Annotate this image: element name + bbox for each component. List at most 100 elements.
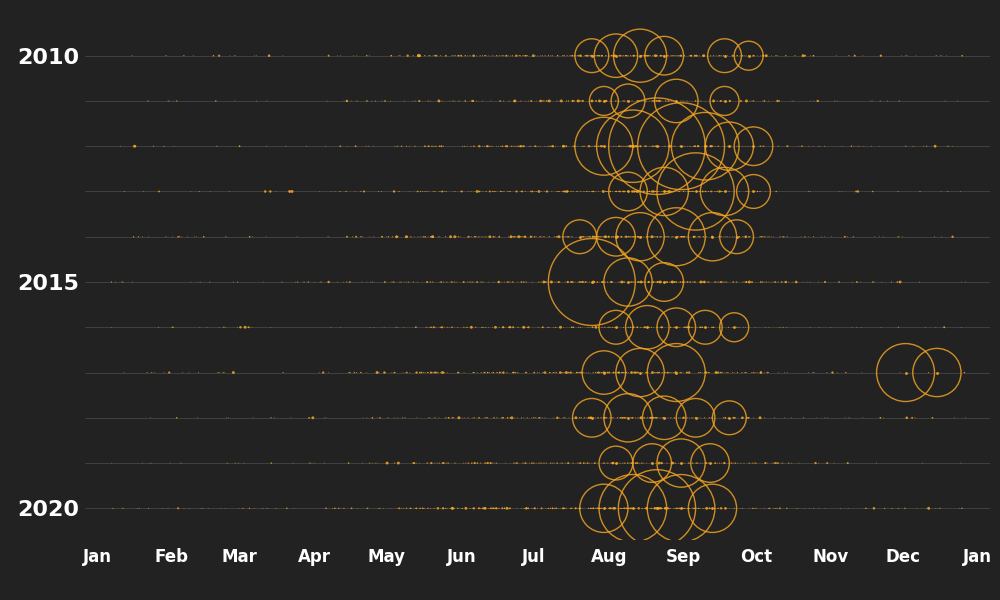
Point (464, 322, 480, 332)
Point (518, 458, 534, 468)
Point (808, 458, 824, 468)
Point (656, 413, 672, 422)
Point (615, 51, 631, 61)
Point (620, 232, 636, 242)
Point (395, 413, 411, 422)
Point (457, 96, 473, 106)
Point (486, 232, 502, 242)
Point (520, 96, 536, 106)
Point (528, 413, 544, 422)
Point (488, 187, 504, 196)
Point (475, 503, 491, 513)
Point (729, 322, 745, 332)
Point (423, 322, 439, 332)
Point (563, 277, 579, 287)
Point (590, 51, 606, 61)
Point (718, 96, 734, 106)
Point (418, 322, 434, 332)
Point (432, 277, 448, 287)
Point (471, 232, 487, 242)
Point (658, 458, 674, 468)
Point (707, 368, 723, 377)
Point (535, 96, 551, 106)
Point (173, 232, 189, 242)
Point (439, 187, 455, 196)
Point (620, 187, 636, 196)
Point (721, 413, 737, 422)
Point (720, 368, 736, 377)
Point (510, 232, 526, 242)
Point (166, 96, 182, 106)
Point (584, 458, 600, 468)
Point (659, 232, 675, 242)
Point (571, 413, 587, 422)
Point (614, 187, 630, 196)
Point (769, 458, 785, 468)
Point (691, 187, 707, 196)
Point (477, 458, 493, 468)
Point (676, 232, 692, 242)
Point (682, 413, 698, 422)
Point (679, 232, 695, 242)
Point (513, 142, 529, 151)
Point (581, 368, 597, 377)
Point (625, 458, 641, 468)
Point (664, 277, 680, 287)
Point (511, 142, 527, 151)
Point (651, 503, 667, 513)
Point (727, 458, 743, 468)
Point (713, 277, 729, 287)
Point (625, 503, 641, 513)
Point (571, 368, 587, 377)
Point (659, 51, 675, 61)
Point (612, 51, 628, 61)
Point (714, 368, 730, 377)
Point (477, 503, 493, 513)
Point (748, 458, 764, 468)
Point (620, 413, 636, 422)
Point (752, 413, 768, 422)
Point (557, 187, 573, 196)
Point (693, 368, 709, 377)
Point (691, 503, 707, 513)
Point (572, 277, 588, 287)
Point (952, 187, 968, 196)
Point (668, 232, 684, 242)
Point (410, 187, 426, 196)
Point (537, 51, 553, 61)
Point (632, 51, 648, 61)
Point (687, 458, 703, 468)
Point (658, 187, 674, 196)
Point (771, 232, 787, 242)
Point (806, 232, 822, 242)
Point (515, 142, 531, 151)
Point (618, 51, 634, 61)
Point (620, 142, 636, 151)
Point (544, 277, 560, 287)
Point (620, 458, 636, 468)
Point (805, 51, 821, 61)
Point (552, 187, 568, 196)
Point (426, 142, 442, 151)
Point (286, 503, 302, 513)
Point (508, 142, 524, 151)
Point (537, 187, 553, 196)
Point (568, 503, 584, 513)
Point (433, 51, 449, 61)
Point (685, 187, 701, 196)
Point (677, 458, 693, 468)
Point (689, 413, 705, 422)
Point (767, 458, 783, 468)
Point (686, 413, 702, 422)
Point (660, 187, 676, 196)
Point (527, 187, 543, 196)
Point (533, 413, 549, 422)
Point (565, 458, 581, 468)
Point (622, 322, 638, 332)
Point (546, 277, 562, 287)
Point (717, 277, 733, 287)
Point (703, 458, 719, 468)
Point (639, 232, 655, 242)
Point (598, 232, 614, 242)
Point (884, 503, 900, 513)
